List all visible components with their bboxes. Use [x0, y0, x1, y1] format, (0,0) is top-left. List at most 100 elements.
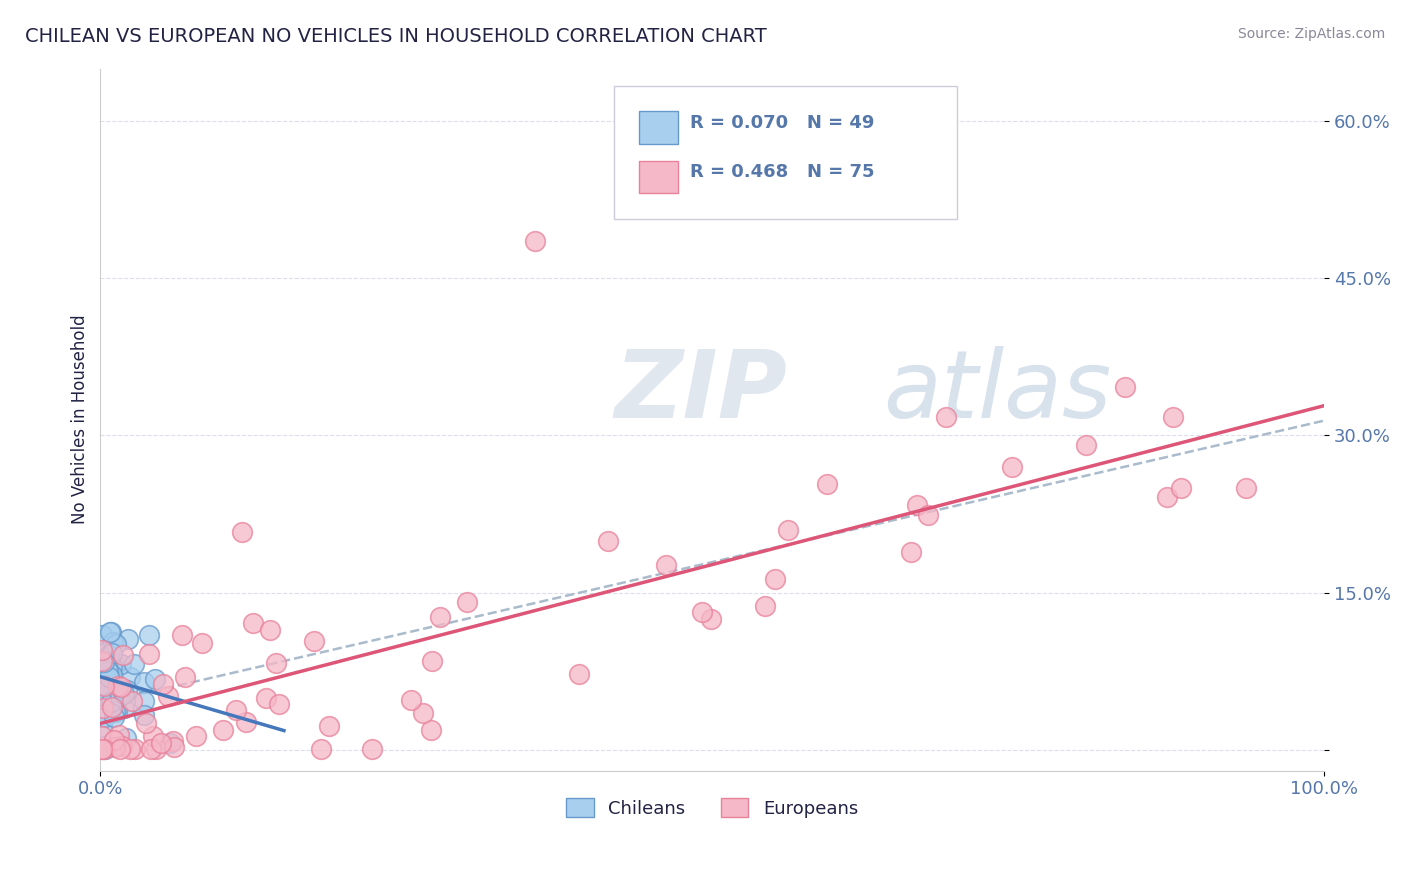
Point [90, 654, 112, 668]
Point [121, 694, 143, 708]
Point [172, 628, 194, 642]
Point [90, 729, 112, 743]
Point [159, 736, 181, 750]
Point [103, 657, 125, 671]
Point [150, 736, 173, 750]
Point [456, 594, 478, 608]
Point [429, 609, 451, 624]
Point [101, 699, 124, 714]
Point [815, 477, 838, 491]
Point [763, 573, 786, 587]
Point [100, 646, 122, 660]
Point [93, 741, 115, 756]
Point [111, 739, 134, 753]
Point [145, 741, 167, 756]
Point [90, 741, 112, 756]
Point [96, 643, 118, 657]
Point [104, 705, 127, 719]
Point [112, 648, 135, 662]
Point [117, 632, 139, 647]
Point [152, 677, 174, 691]
Point [211, 723, 233, 737]
Point [101, 669, 124, 683]
Point [184, 729, 207, 743]
Point [93, 655, 115, 669]
Point [935, 410, 957, 425]
Point [96, 679, 118, 693]
Point [138, 628, 160, 642]
Point [231, 524, 253, 539]
Point [120, 670, 142, 684]
FancyBboxPatch shape [638, 161, 678, 193]
Point [103, 709, 125, 723]
Point [108, 728, 131, 742]
Point [700, 612, 723, 626]
Point [917, 508, 939, 523]
Point [1001, 459, 1024, 474]
Point [91, 643, 114, 657]
Point [93, 679, 115, 693]
Point [174, 670, 197, 684]
Point [90, 690, 112, 704]
Point [110, 683, 132, 698]
Point [134, 674, 156, 689]
Point [360, 741, 382, 756]
Text: R = 0.468   N = 75: R = 0.468 N = 75 [690, 163, 875, 181]
Point [112, 687, 135, 701]
Legend: Chileans, Europeans: Chileans, Europeans [560, 791, 865, 825]
Point [124, 741, 146, 756]
Point [90, 720, 112, 734]
Point [132, 708, 155, 723]
Point [318, 719, 340, 733]
Point [98, 654, 121, 668]
Point [309, 741, 332, 756]
Point [91, 741, 114, 756]
Point [110, 680, 132, 694]
Point [1114, 379, 1136, 393]
Text: atlas: atlas [883, 346, 1112, 437]
Point [655, 558, 678, 572]
Point [1076, 438, 1098, 452]
Point [101, 658, 124, 673]
Point [100, 694, 122, 708]
Point [101, 635, 124, 649]
Point [690, 605, 713, 619]
Point [98, 625, 121, 640]
Point [94, 686, 117, 700]
Point [225, 703, 247, 717]
Point [91, 701, 114, 715]
Point [754, 599, 776, 613]
Point [101, 673, 124, 688]
Point [156, 689, 179, 703]
Point [103, 733, 125, 747]
FancyBboxPatch shape [638, 112, 678, 144]
Text: ZIP: ZIP [614, 345, 787, 437]
Point [523, 235, 546, 249]
Point [110, 657, 132, 671]
Point [97, 666, 120, 681]
Point [420, 654, 443, 668]
Point [1156, 490, 1178, 504]
Point [112, 701, 135, 715]
Point [596, 533, 619, 548]
Point [94, 710, 117, 724]
Point [100, 625, 122, 640]
Point [412, 706, 434, 720]
Point [104, 739, 127, 754]
Point [142, 729, 165, 743]
Point [93, 741, 115, 756]
Y-axis label: No Vehicles in Household: No Vehicles in Household [72, 315, 89, 524]
Point [122, 657, 145, 672]
Point [900, 544, 922, 558]
Point [105, 704, 128, 718]
Point [134, 694, 156, 708]
Point [1234, 481, 1257, 495]
Point [778, 523, 800, 537]
Point [269, 698, 291, 712]
Point [254, 690, 277, 705]
Point [118, 741, 141, 756]
Point [399, 693, 422, 707]
Point [905, 498, 928, 512]
Point [90, 682, 112, 697]
Text: Source: ZipAtlas.com: Source: ZipAtlas.com [1237, 27, 1385, 41]
